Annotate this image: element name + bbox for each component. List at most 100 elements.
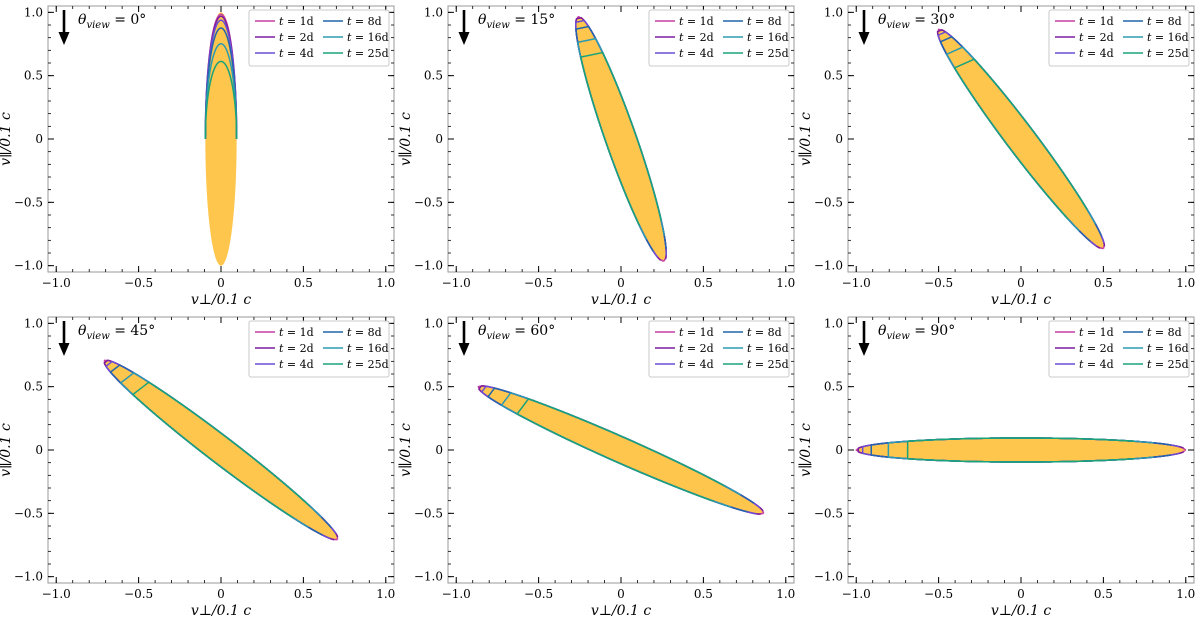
view-angle-sub: view bbox=[86, 20, 110, 31]
legend-label-8d: t = 8d bbox=[347, 15, 382, 28]
x-tick-label: 1.0 bbox=[776, 587, 795, 601]
x-tick-label: 1.0 bbox=[376, 587, 395, 601]
y-axis-label: v∥/0.1 c bbox=[798, 423, 814, 477]
y-axis-label: v∥/0.1 c bbox=[0, 112, 14, 166]
ejecta-fill bbox=[937, 29, 1105, 249]
ejecta-fill bbox=[575, 16, 667, 262]
view-angle-value: = 15° bbox=[510, 12, 555, 28]
legend-value: = 4d bbox=[283, 47, 313, 60]
y-tick-label: −0.5 bbox=[814, 506, 843, 520]
view-arrow-head-icon bbox=[58, 343, 70, 356]
view-angle-label: θview = 60° bbox=[478, 323, 555, 342]
legend-t: t bbox=[347, 342, 352, 355]
x-tick-label: 0.5 bbox=[694, 587, 713, 601]
view-angle-sub: view bbox=[486, 331, 510, 342]
view-angle-theta: θ bbox=[478, 12, 487, 28]
legend-value: = 1d bbox=[283, 15, 313, 28]
legend-t: t bbox=[347, 47, 352, 60]
legend-t: t bbox=[679, 15, 684, 28]
legend-value: = 4d bbox=[1083, 358, 1113, 371]
legend-value: = 8d bbox=[351, 15, 381, 28]
panel-15: −1.0 −0.5 0 0.5 1.0 −1.0 −0.5 0 0.5 1.0 v⊥/0.1 c v∥… bbox=[398, 5, 795, 308]
x-tick-label: 1.0 bbox=[1176, 587, 1195, 601]
y-tick-label: −0.5 bbox=[814, 195, 843, 209]
y-tick-label: 0 bbox=[835, 132, 843, 146]
view-angle-sub: view bbox=[486, 20, 510, 31]
y-tick-label: 0.5 bbox=[424, 69, 443, 83]
series-line-25d bbox=[516, 398, 726, 502]
legend-t: t bbox=[1079, 358, 1084, 371]
y-axis-label: v∥/0.1 c bbox=[398, 423, 414, 477]
legend-t: t bbox=[1079, 15, 1084, 28]
legend-label-25d: t = 25d bbox=[1147, 358, 1189, 371]
legend-value: = 1d bbox=[283, 326, 313, 339]
legend-label-16d: t = 16d bbox=[747, 342, 789, 355]
legend-label-2d: t = 2d bbox=[679, 31, 714, 44]
legend-t: t bbox=[279, 31, 284, 44]
view-angle-value: = 45° bbox=[110, 323, 155, 339]
y-axis-label: v∥/0.1 c bbox=[398, 112, 414, 166]
ejecta-fill bbox=[103, 360, 339, 540]
view-angle-value: = 90° bbox=[910, 323, 955, 339]
y-tick-label: −1.0 bbox=[14, 570, 43, 584]
legend-t: t bbox=[1147, 342, 1152, 355]
view-angle-theta: θ bbox=[478, 323, 487, 339]
x-tick-label: −0.5 bbox=[924, 276, 953, 290]
legend-value: = 16d bbox=[751, 342, 788, 355]
legend-value: = 25d bbox=[351, 358, 388, 371]
view-angle-label: θview = 0° bbox=[78, 12, 146, 31]
y-tick-label: 0 bbox=[435, 132, 443, 146]
series-line-25d bbox=[953, 58, 1089, 220]
legend-t: t bbox=[679, 358, 684, 371]
legend-value: = 1d bbox=[683, 15, 713, 28]
y-tick-label: 0.5 bbox=[24, 380, 43, 394]
view-angle-label: θview = 90° bbox=[878, 323, 955, 342]
y-tick-label: 0 bbox=[835, 443, 843, 457]
x-tick-label: 1.0 bbox=[1176, 276, 1195, 290]
legend-box bbox=[1048, 320, 1190, 378]
legend-box bbox=[648, 9, 790, 67]
y-tick-label: 0.5 bbox=[824, 69, 843, 83]
x-tick-label: −1.0 bbox=[842, 276, 871, 290]
x-tick-label: −0.5 bbox=[924, 587, 953, 601]
legend-t: t bbox=[347, 358, 352, 371]
legend-value: = 16d bbox=[1151, 31, 1188, 44]
view-angle-value: = 60° bbox=[510, 323, 555, 339]
legend-label-4d: t = 4d bbox=[279, 358, 314, 371]
series-line-16d bbox=[204, 43, 238, 140]
legend-label-8d: t = 8d bbox=[347, 326, 382, 339]
legend-value: = 25d bbox=[1151, 358, 1188, 371]
legend-value: = 8d bbox=[751, 326, 781, 339]
x-tick-label: 0 bbox=[1017, 276, 1025, 290]
legend-t: t bbox=[1079, 31, 1084, 44]
legend-label-16d: t = 16d bbox=[347, 31, 389, 44]
legend-value: = 1d bbox=[1083, 326, 1113, 339]
legend-t: t bbox=[347, 31, 352, 44]
legend-label-2d: t = 2d bbox=[1079, 342, 1114, 355]
x-axis-label: v⊥/0.1 c bbox=[591, 292, 652, 308]
legend-label-1d: t = 1d bbox=[279, 15, 314, 28]
y-tick-label: 0 bbox=[35, 132, 43, 146]
series-line-4d bbox=[204, 19, 238, 140]
y-tick-label: 1.0 bbox=[24, 5, 43, 19]
view-angle-label: θview = 45° bbox=[78, 323, 155, 342]
view-angle-value: = 0° bbox=[110, 12, 147, 28]
x-tick-label: −1.0 bbox=[42, 587, 71, 601]
view-angle-theta: θ bbox=[78, 12, 87, 28]
view-angle-theta: θ bbox=[78, 323, 87, 339]
legend-t: t bbox=[279, 342, 284, 355]
y-tick-label: 1.0 bbox=[824, 316, 843, 330]
legend-value: = 1d bbox=[1083, 15, 1113, 28]
y-tick-label: 1.0 bbox=[24, 316, 43, 330]
x-tick-label: −0.5 bbox=[524, 276, 553, 290]
legend-label-2d: t = 2d bbox=[679, 342, 714, 355]
legend-value: = 1d bbox=[683, 326, 713, 339]
view-angle-value: = 30° bbox=[910, 12, 955, 28]
x-tick-label: −1.0 bbox=[442, 587, 471, 601]
panel-45: −1.0 −0.5 0 0.5 1.0 −1.0 −0.5 0 0.5 1.0 v⊥/0.1 c v∥… bbox=[0, 316, 395, 619]
legend-value: = 25d bbox=[351, 47, 388, 60]
legend-label-25d: t = 25d bbox=[347, 47, 389, 60]
legend-t: t bbox=[1147, 47, 1152, 60]
view-angle-label: θview = 30° bbox=[878, 12, 955, 31]
legend-t: t bbox=[747, 326, 752, 339]
